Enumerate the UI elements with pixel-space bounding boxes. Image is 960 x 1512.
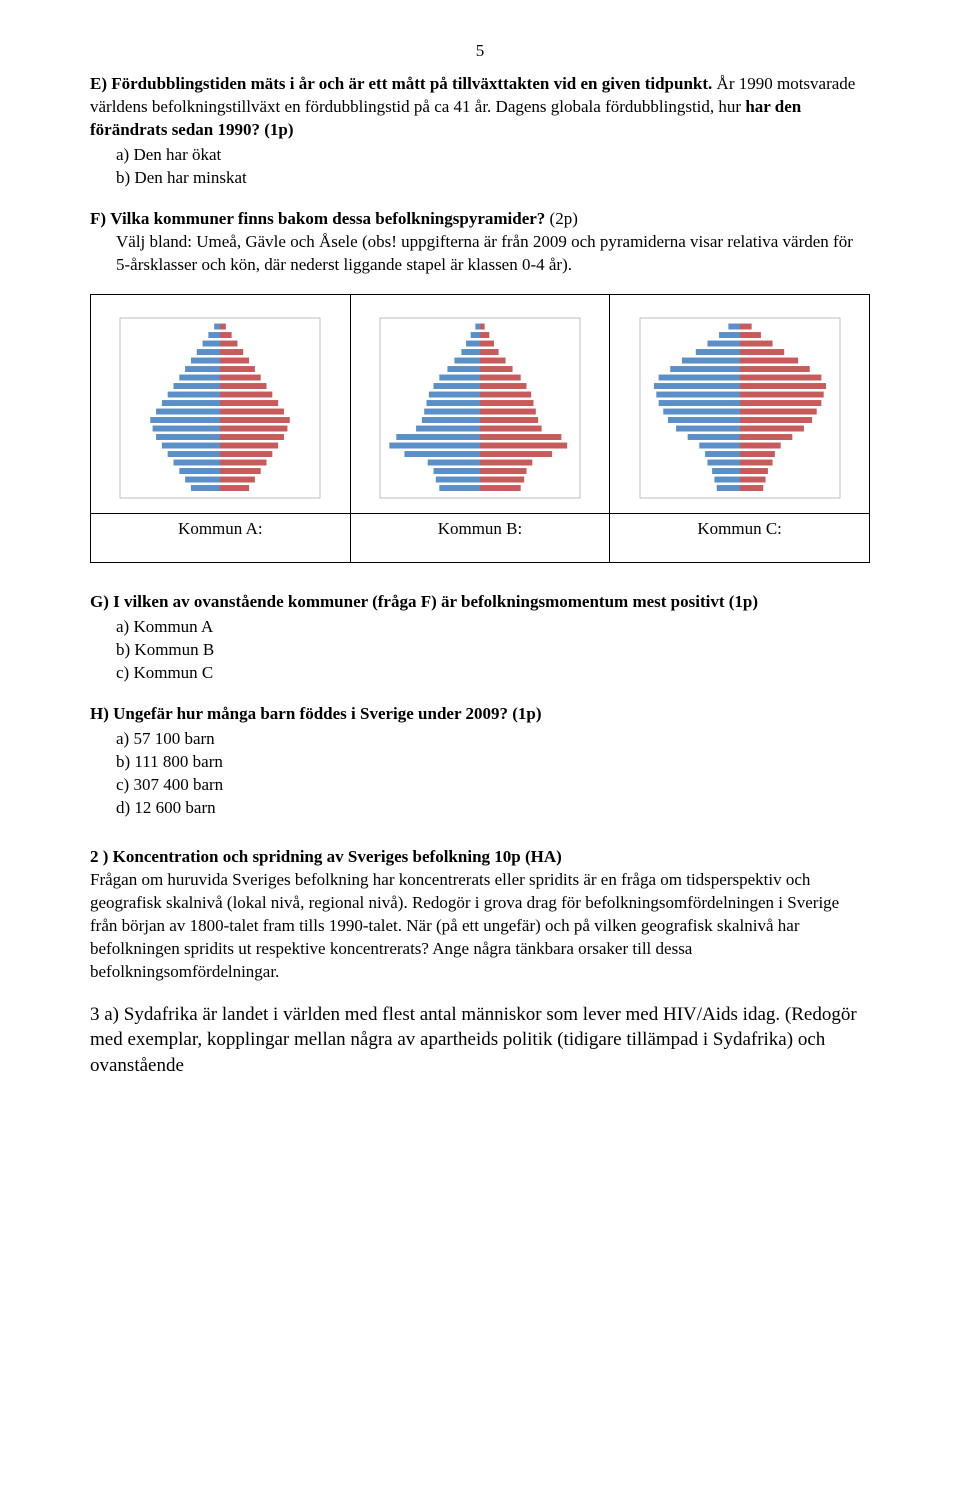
q-g-opt-a: a) Kommun A [116, 616, 870, 639]
q-g-options: a) Kommun A b) Kommun B c) Kommun C [116, 616, 870, 685]
q-e-opt-b: b) Den har minskat [116, 167, 870, 190]
question-e: E) Fördubblingstiden mäts i år och är et… [90, 73, 870, 190]
q2-label: 2 ) [90, 847, 108, 866]
q-h-options: a) 57 100 barn b) 111 800 barn c) 307 40… [116, 728, 870, 820]
pyramid-b-chart [375, 313, 585, 503]
q-h-opt-d: d) 12 600 barn [116, 797, 870, 820]
q-f-points: (2p) [550, 209, 578, 228]
pyramid-c-chart [635, 313, 845, 503]
q-f-label: F) [90, 209, 106, 228]
question-h: H) Ungefär hur många barn föddes i Sveri… [90, 703, 870, 820]
q-g-opt-c: c) Kommun C [116, 662, 870, 685]
q-e-bold1: Fördubblingstiden mäts i år och är ett m… [111, 74, 712, 93]
q-g-bold: I vilken av ovanstående kommuner (fråga … [113, 592, 758, 611]
pyramid-b-cell [350, 295, 610, 514]
pyramid-table: Kommun A: Kommun B: Kommun C: [90, 294, 870, 563]
q-h-opt-c: c) 307 400 barn [116, 774, 870, 797]
q-h-opt-a: a) 57 100 barn [116, 728, 870, 751]
q-e-opt-a: a) Den har ökat [116, 144, 870, 167]
page-number: 5 [90, 40, 870, 63]
pyramid-b-label: Kommun B: [350, 514, 610, 563]
pyramid-c-label: Kommun C: [610, 514, 870, 563]
q2-body: Frågan om huruvida Sveriges befolkning h… [90, 869, 870, 984]
q-h-opt-b: b) 111 800 barn [116, 751, 870, 774]
q-e-label: E) [90, 74, 107, 93]
pyramid-a-label: Kommun A: [91, 514, 351, 563]
question-3: 3 a) Sydafrika är landet i världen med f… [90, 1002, 870, 1079]
page: 5 E) Fördubblingstiden mäts i år och är … [0, 0, 960, 1512]
q-h-label: H) [90, 704, 109, 723]
question-2: 2 ) Koncentration och spridning av Sveri… [90, 846, 870, 984]
q-g-label: G) [90, 592, 109, 611]
question-g: G) I vilken av ovanstående kommuner (frå… [90, 591, 870, 685]
pyramid-c-cell [610, 295, 870, 514]
q2-bold: Koncentration och spridning av Sveriges … [113, 847, 562, 866]
pyramid-a-chart [115, 313, 325, 503]
q-f-body: Välj bland: Umeå, Gävle och Åsele (obs! … [116, 231, 870, 277]
question-f: F) Vilka kommuner finns bakom dessa befo… [90, 208, 870, 277]
q-e-options: a) Den har ökat b) Den har minskat [116, 144, 870, 190]
q-h-bold: Ungefär hur många barn föddes i Sverige … [113, 704, 541, 723]
q-f-bold: Vilka kommuner finns bakom dessa befolkn… [110, 209, 545, 228]
q-g-opt-b: b) Kommun B [116, 639, 870, 662]
pyramid-a-cell [91, 295, 351, 514]
